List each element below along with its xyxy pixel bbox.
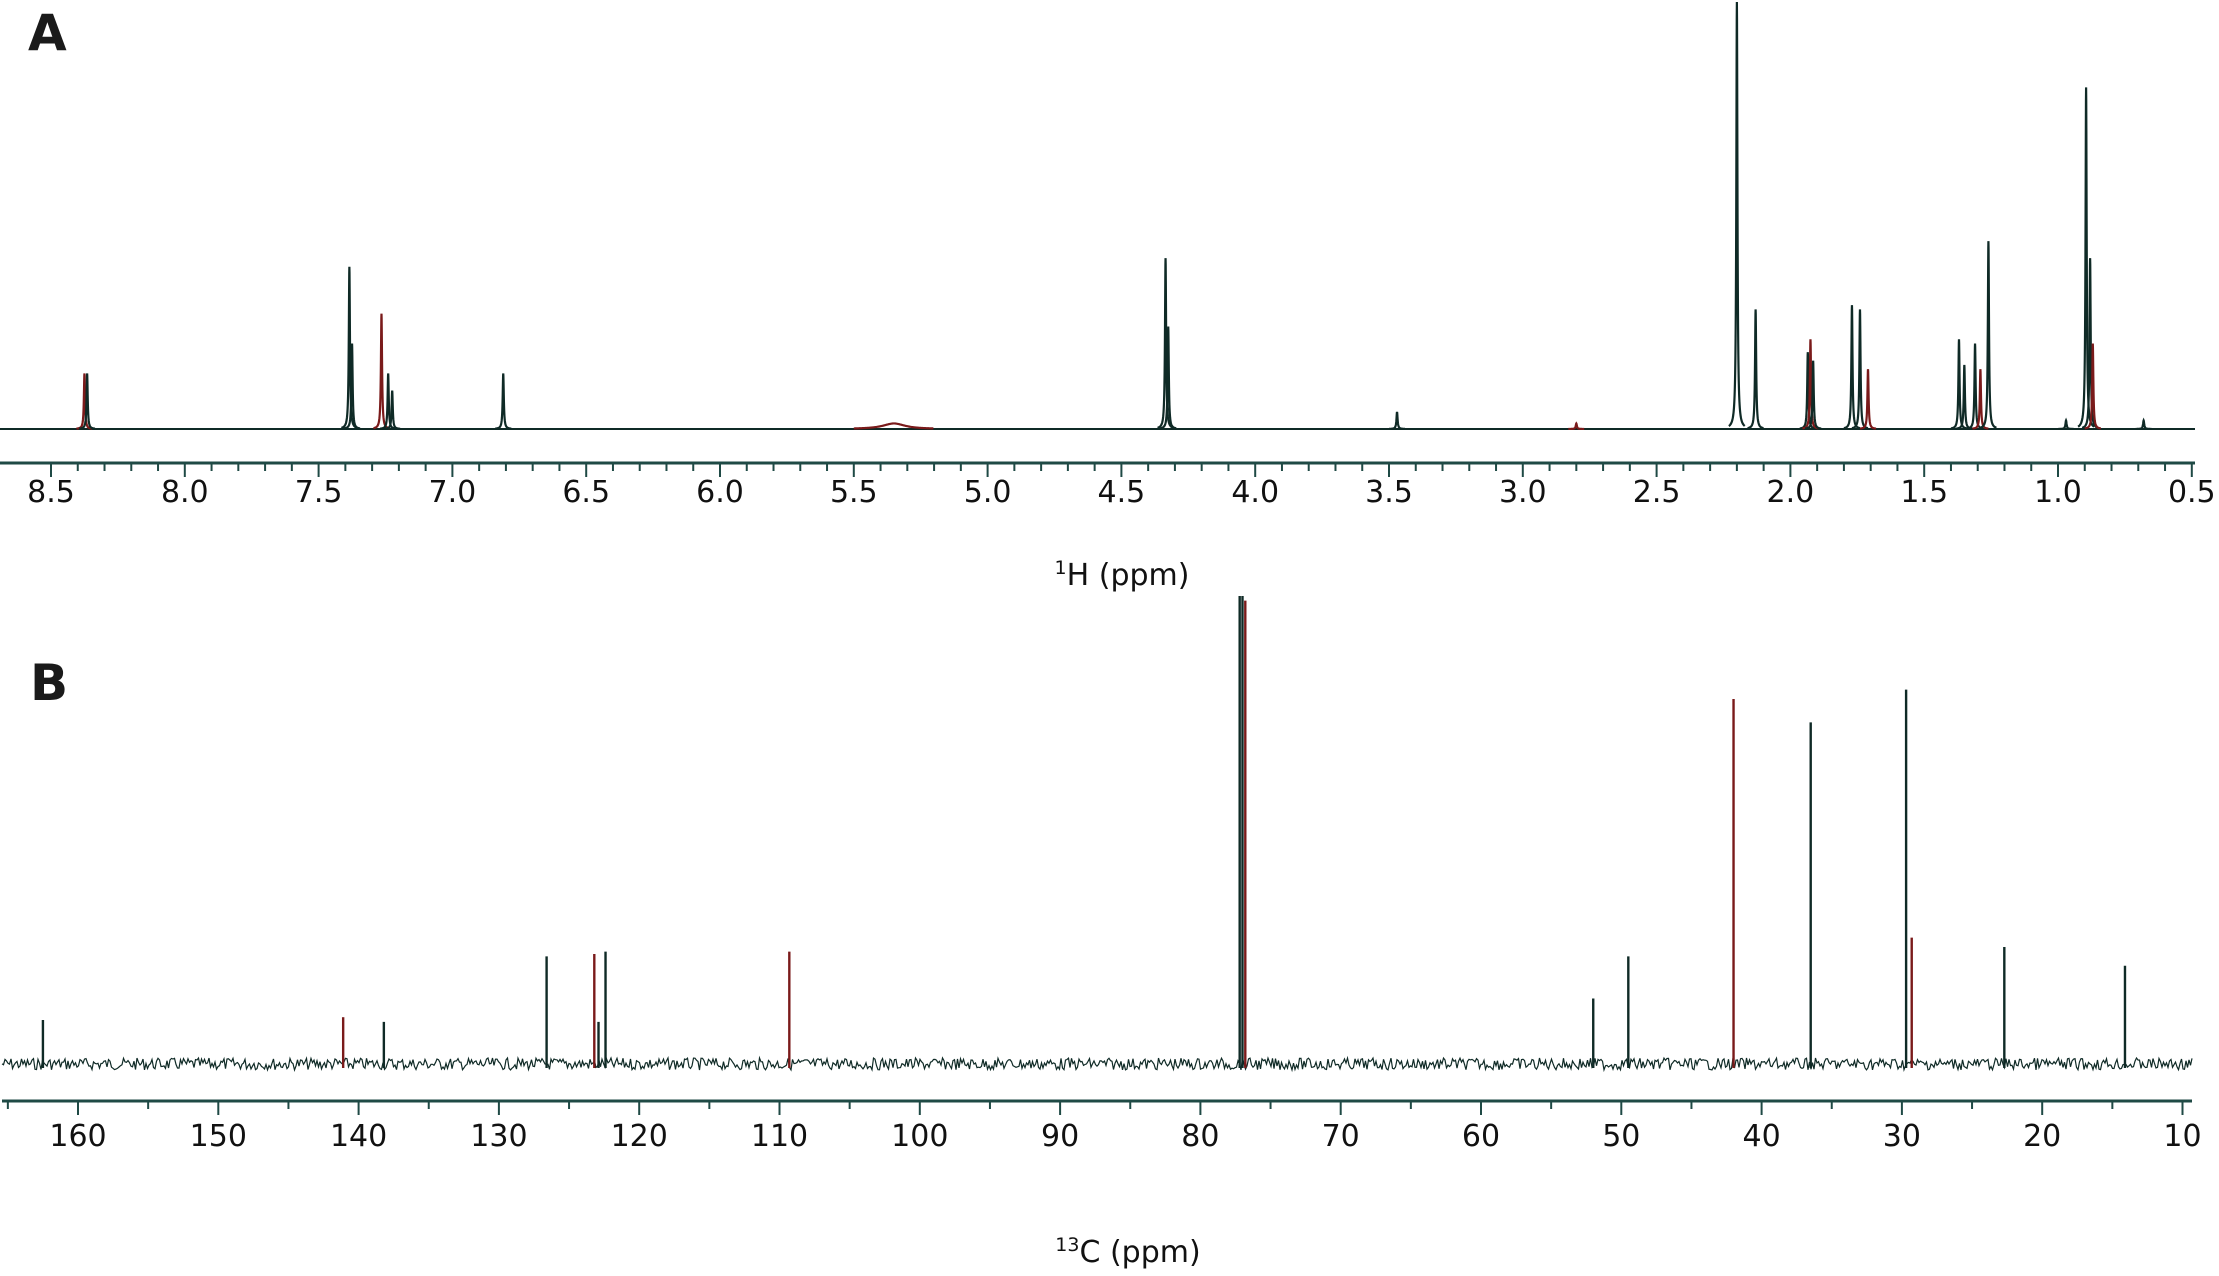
- h-tick-label: 2.0: [1767, 475, 1815, 510]
- h-tick-label: 6.5: [562, 475, 610, 510]
- c-nmr-spectrum: 160 150 140 130 120 110 100 90 80 70 60 50 40 30 20 10: [1, 596, 2202, 1154]
- h-peak-7.385: [341, 266, 358, 429]
- h-peak-6.81: [495, 373, 512, 430]
- h-peak-3.47: [1389, 411, 1406, 430]
- c-tick-label: 60: [1462, 1119, 1500, 1154]
- h-peak-1.77: [1843, 305, 1861, 430]
- h-peak-1.71: [1859, 369, 1877, 430]
- h-tick-label: 1.0: [2034, 475, 2082, 510]
- c-tick-label: 140: [330, 1119, 387, 1154]
- c-axis-title-text: C (ppm): [1079, 1235, 1200, 1270]
- c-tick-label: 160: [49, 1119, 106, 1154]
- h-tick-label: 3.0: [1499, 475, 1547, 510]
- h-tick-label: 5.0: [964, 475, 1012, 510]
- h-tick-label: 7.0: [429, 475, 477, 510]
- h-axis-title: 1H (ppm): [1055, 557, 1190, 593]
- c-tick-label: 130: [470, 1119, 527, 1154]
- panel-label-b: B: [30, 654, 68, 712]
- h-tick-label: 5.5: [830, 475, 878, 510]
- c-tick-label: 120: [611, 1119, 668, 1154]
- h-peak-1.915: [1804, 360, 1822, 430]
- h-peak-0.87: [2084, 343, 2101, 430]
- c-tick-label: 50: [1602, 1119, 1640, 1154]
- h-peak-8.375: [76, 373, 93, 430]
- h-peak-1.29: [1972, 369, 1989, 430]
- h-tick-label: 4.5: [1098, 475, 1146, 510]
- h-peak-5.35: [853, 422, 934, 430]
- c-tick-label: 70: [1322, 1119, 1360, 1154]
- h-tick-label: 2.5: [1633, 475, 1681, 510]
- h-peak-1.26: [1980, 241, 1997, 429]
- h-peak-2.13: [1747, 309, 1764, 430]
- c-axis-title: 13C (ppm): [1055, 1234, 1200, 1270]
- c-tick-label: 20: [2023, 1119, 2061, 1154]
- h-nmr-spectrum: 8.5 8.0 7.5 7.0 6.5 6.0 5.5 5.0 4.5 4.0 3.5 3.0 2.5 2…: [0, 1, 2216, 510]
- c-tick-label: 110: [751, 1119, 808, 1154]
- h-peak-0.68: [2135, 417, 2152, 431]
- h-peak-2.8: [1568, 421, 1585, 431]
- h-peak-4.325: [1160, 326, 1177, 430]
- panel-label-a: A: [28, 4, 67, 62]
- h-peak-0.97: [2058, 417, 2075, 431]
- h-tick-label: 3.5: [1365, 475, 1413, 510]
- h-peak-4.335: [1157, 258, 1174, 429]
- h-tick-label: 1.5: [1900, 475, 1948, 510]
- h-peak-8.365: [78, 373, 96, 430]
- c-tick-label: 100: [891, 1119, 948, 1154]
- h-peak-1.925: [1802, 339, 1819, 430]
- h-tick-label: 7.5: [295, 475, 343, 510]
- c-tick-label: 150: [190, 1119, 247, 1154]
- h-peak-7.225: [384, 390, 401, 430]
- c-tick-label: 30: [1883, 1119, 1921, 1154]
- h-peak-7.375: [343, 343, 361, 430]
- c-axis-title-sup: 13: [1055, 1234, 1079, 1256]
- h-tick-label: 6.0: [696, 475, 744, 510]
- h-peak-2.2: [1728, 1, 1746, 427]
- h-tick-label: 0.5: [2168, 475, 2216, 510]
- c-tick-label: 80: [1181, 1119, 1219, 1154]
- h-axis-title-sup: 1: [1055, 557, 1067, 579]
- h-peak-1.37: [1950, 339, 1968, 430]
- c-tick-label: 40: [1743, 1119, 1781, 1154]
- c-tick-label: 10: [2163, 1119, 2201, 1154]
- h-tick-label: 4.0: [1231, 475, 1279, 510]
- h-peak-7.24: [379, 373, 397, 430]
- h-tick-label: 8.0: [161, 475, 209, 510]
- h-tick-label: 8.5: [27, 475, 75, 510]
- c-baseline-noise: [1, 1055, 2193, 1073]
- h-peak-0.895: [2077, 87, 2095, 428]
- h-axis-title-text: H (ppm): [1067, 558, 1190, 593]
- h-peak-7.265: [373, 313, 390, 430]
- c-tick-label: 90: [1041, 1119, 1079, 1154]
